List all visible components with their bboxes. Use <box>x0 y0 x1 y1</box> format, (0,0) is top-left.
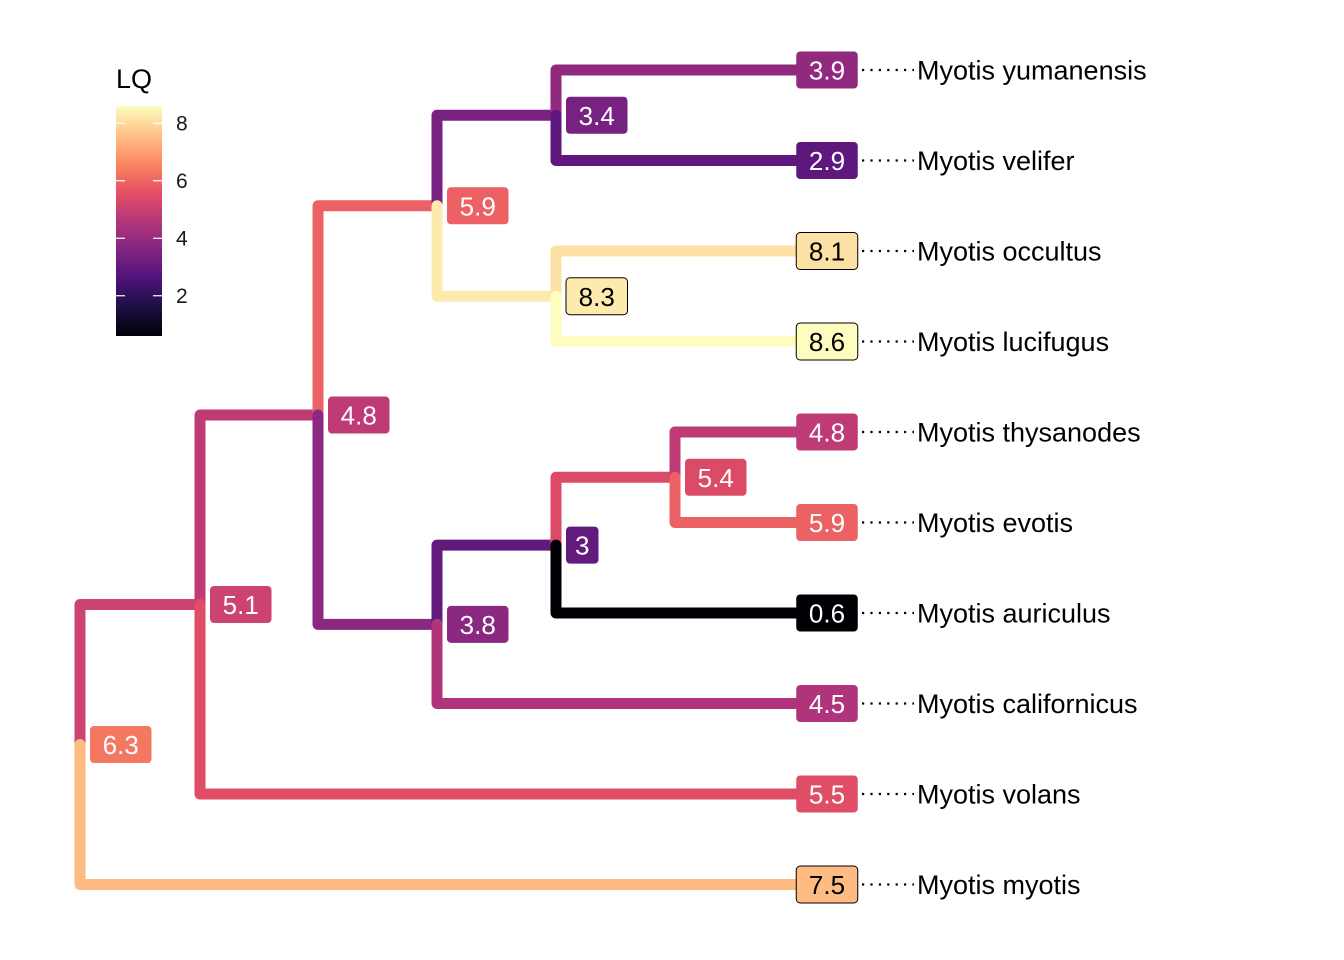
legend-tick-label: 6 <box>176 170 188 193</box>
value-label-box <box>685 458 747 496</box>
value-label-box <box>795 322 859 361</box>
value-label-auriculus: 0.6 <box>796 594 858 632</box>
value-label-text: 5.5 <box>809 780 845 810</box>
value-label-box <box>565 277 628 316</box>
node-value-labels: 6.3 5.1 4.8 5.9 3.4 8.3 3.8 3 5.4 3.9 2.9 8.1 8.6 4.8… <box>90 51 859 904</box>
legend-tick-label: 2 <box>176 285 188 308</box>
value-label-occultus: 8.1 <box>795 232 859 270</box>
branch-to-n83 <box>431 200 562 302</box>
value-label-text: 6.3 <box>103 730 139 760</box>
legend-title: LQ <box>116 64 152 94</box>
value-label-text: 2.9 <box>809 146 845 176</box>
value-label-box <box>566 526 599 564</box>
branch-to-n34 <box>431 109 562 212</box>
value-label-box <box>447 605 509 643</box>
value-label-n59: 5.9 <box>447 187 509 225</box>
value-label-text: 4.8 <box>809 418 845 448</box>
tip-name-volans: Myotis volans <box>917 780 1081 810</box>
value-label-text: 8.6 <box>809 327 845 357</box>
branch-to-n51 <box>74 599 206 751</box>
value-label-text: 4.5 <box>809 689 845 719</box>
value-label-box <box>566 96 628 134</box>
value-label-thysanodes: 4.8 <box>796 413 858 451</box>
branch-to-californicus <box>431 618 834 709</box>
value-label-evotis: 5.9 <box>796 504 858 541</box>
value-label-box <box>796 504 858 541</box>
legend-tick-label: 8 <box>176 112 188 135</box>
value-label-box <box>796 51 858 89</box>
tip-name-auriculus: Myotis auriculus <box>917 599 1111 629</box>
value-label-myotis: 7.5 <box>795 865 859 904</box>
color-legend: LQ 2 4 6 8 <box>116 64 188 336</box>
tip-name-lucifugus: Myotis lucifugus <box>917 327 1109 357</box>
branch-to-auriculus <box>550 539 834 619</box>
legend-tick-label: 4 <box>176 227 188 250</box>
value-label-text: 0.6 <box>809 599 845 629</box>
branch-to-n48 <box>194 409 324 611</box>
value-label-text: 3 <box>575 531 589 561</box>
value-label-box <box>796 413 858 451</box>
tip-name-occultus: Myotis occultus <box>917 237 1102 267</box>
value-label-text: 3.8 <box>460 610 496 640</box>
value-label-text: 3.9 <box>809 56 845 86</box>
value-label-yumanensis: 3.9 <box>796 51 858 89</box>
value-label-n48: 4.8 <box>328 396 390 434</box>
branch-to-n59 <box>312 200 443 421</box>
branch-to-evotis <box>669 471 834 528</box>
value-label-text: 7.5 <box>809 870 845 900</box>
value-label-box <box>90 726 152 764</box>
value-label-velifer: 2.9 <box>796 142 858 179</box>
branch-to-velifer <box>550 109 834 166</box>
tip-name-californicus: Myotis californicus <box>917 689 1138 719</box>
value-label-californicus: 4.5 <box>796 685 858 722</box>
branch-to-volans <box>194 599 834 800</box>
branch-to-yumanensis <box>550 64 834 121</box>
branch-to-n54 <box>550 471 681 551</box>
value-label-n54: 5.4 <box>685 458 747 496</box>
value-label-volans: 5.5 <box>796 775 858 813</box>
value-label-n38: 3.8 <box>447 605 509 643</box>
value-label-box <box>796 685 858 722</box>
value-label-text: 5.9 <box>460 191 496 221</box>
value-label-text: 5.1 <box>223 590 259 620</box>
tip-names: Myotis yumanensis Myotis velifer Myotis oc… <box>917 56 1147 901</box>
value-label-box <box>328 396 390 434</box>
value-label-box <box>796 775 858 813</box>
tip-name-myotis: Myotis myotis <box>917 870 1081 900</box>
value-label-box <box>447 187 509 225</box>
tip-name-yumanensis: Myotis yumanensis <box>917 56 1147 86</box>
branch-to-occultus <box>550 245 834 302</box>
value-label-n83: 8.3 <box>565 277 628 316</box>
tip-connectors <box>862 68 914 886</box>
tip-name-evotis: Myotis evotis <box>917 508 1073 538</box>
branch-to-n3 <box>431 539 562 630</box>
value-label-box <box>795 865 859 904</box>
value-label-box <box>796 594 858 632</box>
legend-colorbar <box>116 106 162 336</box>
value-label-text: 8.3 <box>579 282 615 312</box>
value-label-n34: 3.4 <box>566 96 628 134</box>
value-label-text: 5.9 <box>809 508 845 538</box>
value-label-box <box>795 232 859 270</box>
tip-name-velifer: Myotis velifer <box>917 146 1075 176</box>
branch-to-myotis <box>74 739 834 890</box>
value-label-text: 5.4 <box>698 463 734 493</box>
value-label-text: 4.8 <box>341 401 377 431</box>
value-label-box <box>210 586 272 624</box>
value-label-text: 3.4 <box>579 101 615 131</box>
tree-branches <box>74 64 834 890</box>
value-label-root: 6.3 <box>90 726 152 764</box>
value-label-text: 8.1 <box>809 237 845 267</box>
value-label-n51: 5.1 <box>210 586 272 624</box>
value-label-n3: 3 <box>566 526 599 564</box>
branch-to-thysanodes <box>669 426 834 483</box>
branch-to-lucifugus <box>550 290 834 347</box>
value-label-box <box>796 142 858 179</box>
tip-name-thysanodes: Myotis thysanodes <box>917 418 1141 448</box>
value-label-lucifugus: 8.6 <box>795 322 859 361</box>
branch-to-n38 <box>312 409 443 630</box>
